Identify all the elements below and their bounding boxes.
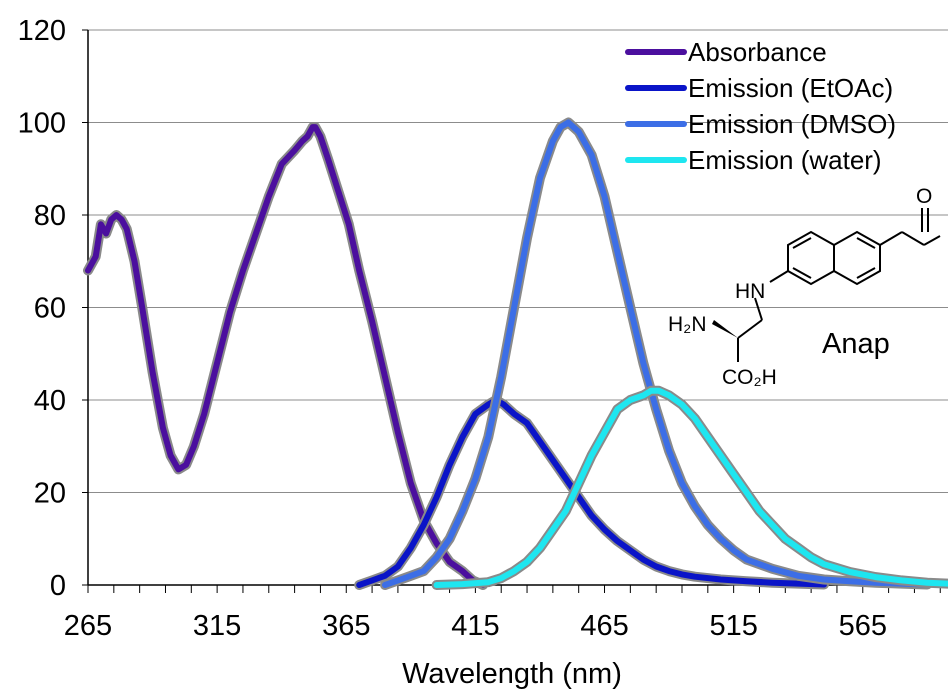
anap-structure: O HN H₂N CO₂H Anap — [668, 185, 941, 389]
series-line — [356, 397, 827, 588]
x-tick-label: 465 — [580, 610, 628, 642]
legend-label: Emission (water) — [688, 145, 882, 175]
y-tick-label: 20 — [34, 478, 66, 510]
tick-labels: 0 20 40 60 80 100 120 265 315 365 415 465 515 565 — [18, 15, 887, 642]
molecule-name: Anap — [822, 328, 890, 360]
h2n-label: H₂N — [668, 313, 706, 336]
series-1 — [354, 395, 829, 590]
legend-label: Absorbance — [688, 37, 827, 67]
hn-label: HN — [735, 280, 765, 303]
legend-label: Emission (EtOAc) — [688, 73, 893, 103]
y-tick-label: 120 — [18, 15, 66, 47]
y-tick-label: 60 — [34, 293, 66, 325]
series-line — [382, 119, 931, 588]
series-lines — [83, 117, 948, 590]
series-0 — [83, 122, 489, 590]
x-tick-label: 515 — [709, 610, 757, 642]
y-tick-label: 100 — [18, 108, 66, 140]
co2h-label: CO₂H — [722, 366, 777, 389]
series-2 — [380, 117, 933, 590]
x-tick-label: 265 — [64, 610, 112, 642]
x-tick-label: 415 — [451, 610, 499, 642]
stereo-wedge — [712, 320, 738, 338]
series-3 — [431, 385, 948, 590]
y-tick-label: 80 — [34, 200, 66, 232]
y-tick-label: 0 — [50, 570, 66, 602]
x-tick-label: 365 — [322, 610, 370, 642]
x-axis-label: Wavelength (nm) — [402, 658, 622, 690]
series-line — [433, 387, 948, 588]
legend: Absorbance Emission (EtOAc) Emission (DMSO… — [625, 37, 896, 175]
oxygen-label: O — [916, 185, 932, 208]
naphthalene-ring — [737, 208, 941, 362]
x-tick-label: 315 — [193, 610, 241, 642]
y-tick-label: 40 — [34, 385, 66, 417]
series-line — [85, 124, 487, 588]
x-tick-label: 565 — [839, 610, 887, 642]
legend-label: Emission (DMSO) — [688, 109, 896, 139]
